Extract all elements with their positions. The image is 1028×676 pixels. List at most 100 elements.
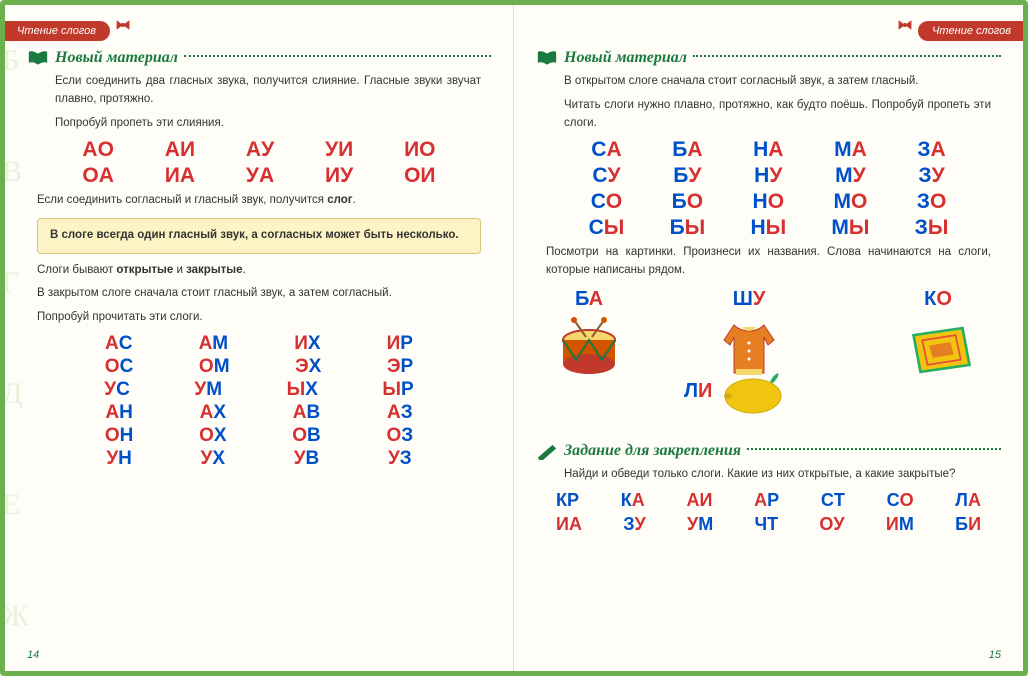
vowel-letter: А bbox=[754, 490, 767, 511]
syllable: МЫ bbox=[831, 216, 869, 240]
syllable: СА bbox=[591, 138, 621, 162]
consonant-letter: М bbox=[698, 514, 713, 535]
vowel-letter: А bbox=[768, 138, 783, 162]
consonant-letter: Н bbox=[753, 138, 768, 162]
consonant-letter: С bbox=[591, 190, 606, 214]
section-title: Новый материал bbox=[55, 49, 178, 67]
syllable: АН bbox=[105, 402, 132, 424]
intro-text: Если соединить два гласных звука, получи… bbox=[55, 73, 481, 109]
vowel-letter: А bbox=[686, 490, 699, 511]
consonant-letter: Б bbox=[672, 138, 687, 162]
syllable: ОМ bbox=[199, 356, 230, 378]
vowel-letter: Ы bbox=[604, 216, 625, 240]
consonant-letter: М bbox=[214, 356, 230, 378]
syllable: ЗА bbox=[917, 138, 945, 162]
vowel-letter: О bbox=[105, 356, 120, 378]
syllable-row: ОНОХОВОЗ bbox=[72, 425, 446, 447]
syllable: АИ bbox=[165, 138, 195, 162]
syllable: ЗО bbox=[917, 190, 947, 214]
vowel-letter: А bbox=[293, 402, 307, 424]
consonant-letter: В bbox=[306, 448, 320, 470]
consonant-letter: К bbox=[556, 490, 567, 511]
vowel-letter: У bbox=[833, 514, 844, 535]
syllable: АМ bbox=[199, 333, 229, 355]
syllable-row: АОАИАУУИИО bbox=[57, 138, 461, 162]
syllable: ИУ bbox=[325, 164, 353, 188]
consonant-letter: Х bbox=[308, 333, 321, 355]
syllable: АВ bbox=[293, 402, 320, 424]
vowel-letter: У bbox=[294, 448, 306, 470]
vowel-letter: О bbox=[82, 164, 98, 188]
pictures-intro: Посмотри на картинки. Произнеси их назва… bbox=[546, 244, 991, 280]
vowel-letter: О bbox=[851, 190, 867, 214]
syllable: БА bbox=[672, 138, 702, 162]
syllable: ИО bbox=[404, 138, 435, 162]
consonant-letter: Р bbox=[567, 490, 579, 511]
syllable: СО bbox=[887, 490, 914, 511]
intro-text-2: Читать слоги нужно плавно, протяжно, как… bbox=[564, 97, 991, 133]
syllable-row: СА БА НА МА ЗА bbox=[566, 138, 971, 162]
bow-icon bbox=[897, 17, 913, 33]
consonant-letter: Б bbox=[670, 216, 685, 240]
syllable: УМ bbox=[194, 379, 222, 401]
vowel-letter: А bbox=[632, 490, 645, 511]
syllable: ОА bbox=[82, 164, 114, 188]
syllable-row: УНУХУВУЗ bbox=[72, 448, 446, 470]
page-right: Чтение слогов Новый материал В открытом … bbox=[514, 5, 1023, 671]
syllable-row: КРКААИАРСТСОЛА bbox=[556, 490, 981, 511]
vowel-letter: Ы bbox=[766, 216, 787, 240]
consonant-letter: М bbox=[835, 164, 853, 188]
book-icon bbox=[27, 50, 49, 66]
consonant-letter: М bbox=[831, 216, 849, 240]
syllable: ОУ bbox=[819, 514, 844, 535]
lemon-icon bbox=[718, 368, 788, 418]
syllable: ИА bbox=[556, 514, 582, 535]
syllable: ЭХ bbox=[295, 356, 321, 378]
syllable: ИА bbox=[165, 164, 195, 188]
consonant-letter: З bbox=[917, 190, 930, 214]
syllable: БИ bbox=[955, 514, 981, 535]
open-syllable-table: САБАНАМАЗАСУБУНУМУЗУСОБОНОМОЗОСЫБЫНЫМЫЗЫ bbox=[536, 138, 1001, 240]
syllable: ЫР bbox=[382, 379, 413, 401]
vowel-letter: Ы bbox=[849, 216, 870, 240]
para5: Попробуй прочитать эти слоги. bbox=[37, 309, 481, 327]
book-icon bbox=[536, 50, 558, 66]
consonant-letter: Х bbox=[212, 448, 225, 470]
vowel-letter: И bbox=[325, 164, 340, 188]
syllable-row: АНАХАВАЗ bbox=[72, 402, 446, 424]
consonant-letter: Х bbox=[214, 425, 227, 447]
syllable: КР bbox=[556, 490, 579, 511]
syllable: АЗ bbox=[387, 402, 413, 424]
vowel-letter: У bbox=[340, 164, 353, 188]
syllable: СЫ bbox=[589, 216, 625, 240]
vowel-letter: У bbox=[194, 379, 206, 401]
vowel-letter: А bbox=[199, 333, 213, 355]
consonant-letter: С bbox=[592, 164, 607, 188]
vowel-letter: О bbox=[419, 138, 435, 162]
vowel-letter: У bbox=[769, 164, 782, 188]
consonant-letter: Р bbox=[401, 379, 414, 401]
vowel-letter: Ы bbox=[928, 216, 949, 240]
syllable: ЗЫ bbox=[915, 216, 949, 240]
syllable: МА bbox=[834, 138, 867, 162]
consonant-letter: З bbox=[401, 402, 413, 424]
vowel-letter: А bbox=[180, 164, 195, 188]
vowel-letter: Э bbox=[295, 356, 309, 378]
highlight-rule-box: В слоге всегда один гласный звук, а согл… bbox=[37, 218, 481, 253]
syllable: ОС bbox=[105, 356, 134, 378]
syllable: АХ bbox=[200, 402, 226, 424]
section-header-new-material: Новый материал bbox=[536, 49, 1001, 67]
syllable-row: СУБУНУМУЗУ bbox=[566, 164, 971, 188]
vowel-letter: У bbox=[325, 138, 338, 162]
syllable: МО bbox=[834, 190, 868, 214]
syllable: ОХ bbox=[199, 425, 226, 447]
consonant-letter: Т bbox=[767, 514, 778, 535]
consonant-letter: З bbox=[400, 448, 412, 470]
vowel-letter: У bbox=[261, 138, 274, 162]
consonant-letter: Б bbox=[955, 514, 968, 535]
vowel-letter: Ы bbox=[685, 216, 706, 240]
vowel-letter: А bbox=[246, 138, 261, 162]
syllable: ОЗ bbox=[386, 425, 413, 447]
syllable: АС bbox=[105, 333, 132, 355]
vowel-letter: У bbox=[104, 379, 116, 401]
